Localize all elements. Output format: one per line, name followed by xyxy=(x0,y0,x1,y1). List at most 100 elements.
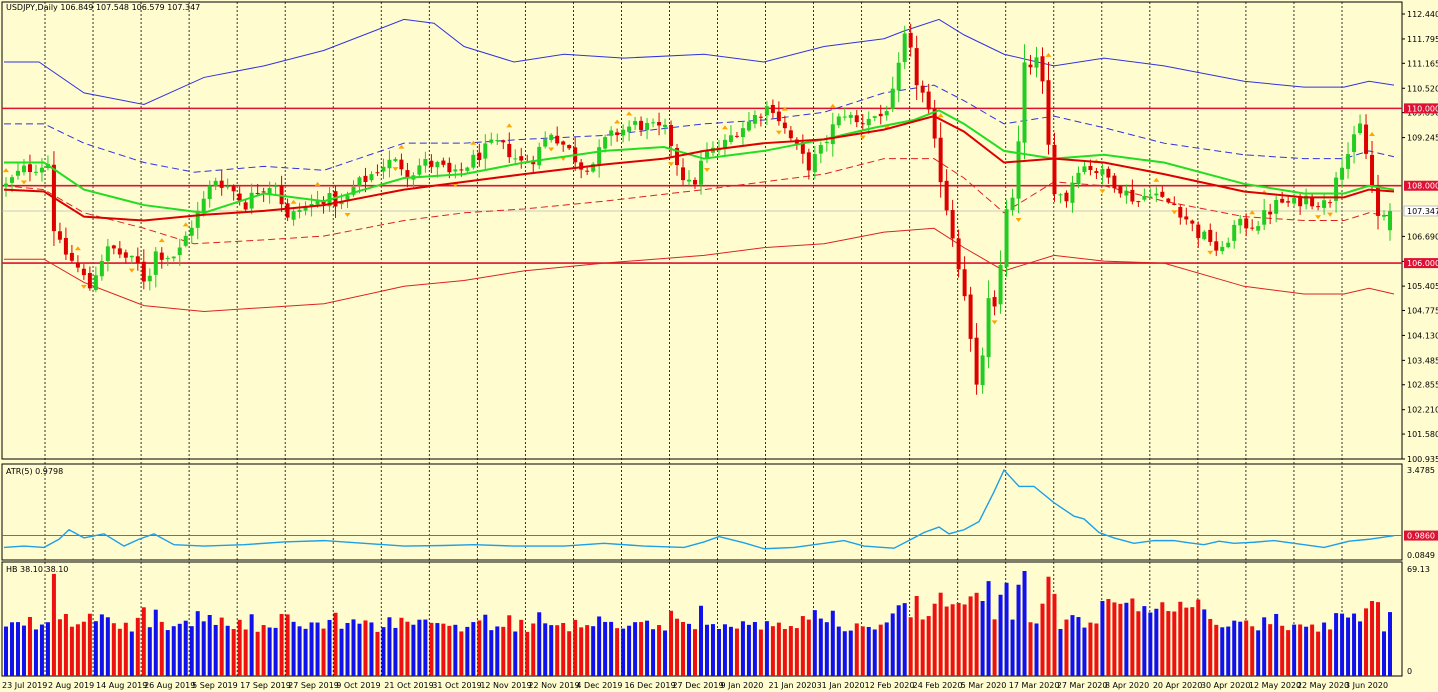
hb-bar xyxy=(573,619,578,676)
price-level-tag xyxy=(1404,258,1438,269)
fractal-arrow xyxy=(1045,52,1052,57)
candle-body xyxy=(728,135,733,143)
price-level-tag xyxy=(1404,103,1438,114)
hb-bar xyxy=(123,622,128,676)
candle-body xyxy=(1154,193,1159,196)
candle-body xyxy=(746,121,751,131)
candle-body xyxy=(1070,182,1075,203)
hb-bar xyxy=(854,623,859,676)
candle-body xyxy=(471,154,476,168)
price-tick-label: 102.855 xyxy=(1407,381,1438,390)
candle-body xyxy=(920,85,925,93)
hb-bar xyxy=(1388,612,1392,676)
candle-body xyxy=(177,247,182,256)
candle-body xyxy=(1016,141,1021,199)
candle-body xyxy=(770,104,775,113)
hb-bar xyxy=(1100,600,1105,676)
hb-bar xyxy=(1364,608,1369,676)
hb-bar xyxy=(848,630,853,676)
candle-body xyxy=(1262,210,1267,225)
hb-bar xyxy=(890,613,895,676)
hb-bar xyxy=(1058,628,1063,676)
candle-body xyxy=(345,195,350,200)
hb-bar xyxy=(764,621,769,676)
candle-body xyxy=(1208,229,1213,242)
hb-bar xyxy=(818,618,823,676)
hb-bar xyxy=(698,605,703,676)
candle-body xyxy=(561,141,566,145)
hb-bar xyxy=(273,627,278,676)
candle-body xyxy=(129,255,134,258)
atr-level-tag-label: 0.9860 xyxy=(1407,532,1435,541)
candle-body xyxy=(585,170,590,172)
candle-body xyxy=(423,158,428,166)
hb-bar xyxy=(597,616,602,676)
x-axis-label: 31 Jan 2020 xyxy=(817,681,865,690)
candle-body xyxy=(153,251,158,275)
candle-body xyxy=(93,275,98,291)
hb-bar xyxy=(657,625,662,676)
price-level-tag-label: 108.000 xyxy=(1407,182,1438,191)
symbol-header: USDJPY,Daily 106.849 107.548 106.579 107… xyxy=(6,3,200,12)
hb-bar xyxy=(543,623,548,676)
candle-body xyxy=(1142,195,1147,200)
price-tick-label: 104.130 xyxy=(1407,331,1438,340)
hb-max-label: 69.13 xyxy=(1407,565,1430,574)
candle-body xyxy=(914,48,919,86)
candle-body xyxy=(39,167,44,173)
candle-body xyxy=(944,180,949,211)
fractal-arrow xyxy=(74,246,81,251)
x-axis-label: 26 Aug 2019 xyxy=(144,681,195,690)
x-axis-label: 9 Oct 2019 xyxy=(336,681,380,690)
candle-body xyxy=(375,172,380,174)
candle-body xyxy=(63,237,68,255)
candle-body xyxy=(878,113,883,117)
hb-bar xyxy=(1382,631,1387,676)
price-tick-label: 111.165 xyxy=(1407,59,1438,68)
hb-bar xyxy=(117,628,122,676)
candle-body xyxy=(992,297,997,307)
candle-body xyxy=(489,139,494,143)
x-axis-label: 2 Aug 2019 xyxy=(48,681,94,690)
candle-body xyxy=(687,179,692,182)
x-axis-label: 24 Feb 2020 xyxy=(913,681,963,690)
hb-bar xyxy=(603,621,608,676)
price-level-tag xyxy=(1404,180,1438,191)
hb-bar xyxy=(830,610,835,676)
candle-body xyxy=(57,231,62,240)
candle-body xyxy=(513,158,518,160)
atr-min-label: 0.0849 xyxy=(1407,551,1435,560)
candle-body xyxy=(4,183,8,187)
fractal-arrow xyxy=(548,147,555,152)
fractal-arrow xyxy=(344,212,351,217)
hb-bar xyxy=(555,625,560,676)
hb-bar xyxy=(962,604,967,676)
candle-body xyxy=(1022,62,1027,143)
atr-label: ATR(5) 0.9798 xyxy=(6,467,63,476)
hb-bar xyxy=(471,622,476,676)
candle-body xyxy=(1202,231,1207,240)
candle-body xyxy=(1310,197,1315,207)
hb-bar xyxy=(441,623,446,676)
hb-bar xyxy=(453,624,458,676)
candle-body xyxy=(1058,194,1063,196)
candle-body xyxy=(1346,154,1351,169)
x-axis-label: 12 Feb 2020 xyxy=(865,681,915,690)
candle-body xyxy=(201,198,206,213)
hb-bar xyxy=(639,622,644,676)
fractal-arrow xyxy=(1099,189,1106,194)
fractal-arrow xyxy=(1249,210,1256,215)
hb-bar xyxy=(675,618,680,676)
candle-body xyxy=(698,160,703,185)
hb-bar xyxy=(1376,602,1381,676)
hb-bar xyxy=(824,622,829,676)
hb-bar xyxy=(1040,603,1045,676)
hb-bar xyxy=(375,631,380,676)
hb-bar xyxy=(303,628,308,676)
hb-bar xyxy=(591,626,596,676)
hb-bar xyxy=(752,621,757,676)
x-axis-label: 27 Sep 2019 xyxy=(288,681,339,690)
hb-bar xyxy=(1010,619,1015,676)
